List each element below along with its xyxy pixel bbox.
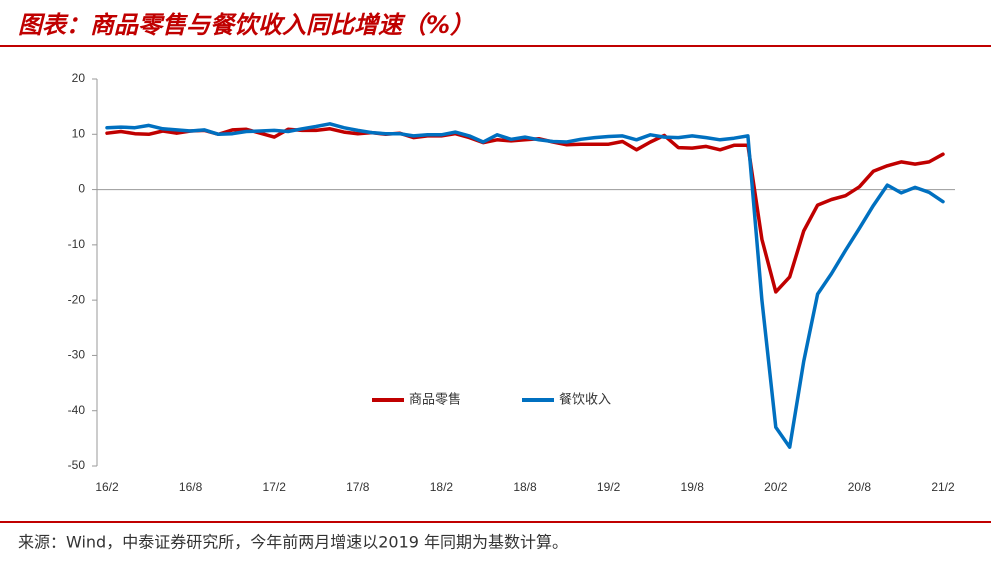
x-tick-label: 19/2 (597, 480, 621, 494)
y-tick-label: -20 (68, 292, 86, 306)
x-tick-label: 17/2 (263, 480, 287, 494)
y-tick-label: 10 (72, 126, 86, 140)
series-line (105, 122, 945, 449)
x-tick-label: 21/2 (931, 480, 955, 494)
source-note: 来源：Wind，中泰证券研究所，今年前两月增速以2019 年同期为基数计算。 (18, 533, 568, 552)
y-tick-label: -10 (68, 237, 86, 251)
x-tick-label: 19/8 (681, 480, 705, 494)
y-tick-label: -30 (68, 348, 86, 362)
x-tick-label: 17/8 (346, 480, 370, 494)
x-tick-label: 18/2 (430, 480, 454, 494)
x-tick-label: 20/2 (764, 480, 788, 494)
y-tick-label: -50 (68, 458, 86, 472)
y-tick-label: -40 (68, 403, 86, 417)
x-tick-label: 18/8 (513, 480, 537, 494)
y-tick-label: 0 (78, 182, 85, 196)
x-tick-label: 16/2 (95, 480, 119, 494)
legend-label: 商品零售 (409, 392, 461, 408)
chart-title: 图表：商品零售与餐饮收入同比增速（%） (18, 11, 474, 39)
legend-label: 餐饮收入 (559, 392, 611, 408)
x-tick-label: 20/8 (848, 480, 872, 494)
y-tick-label: 20 (72, 71, 86, 85)
series-line (105, 127, 945, 294)
x-tick-label: 16/8 (179, 480, 203, 494)
